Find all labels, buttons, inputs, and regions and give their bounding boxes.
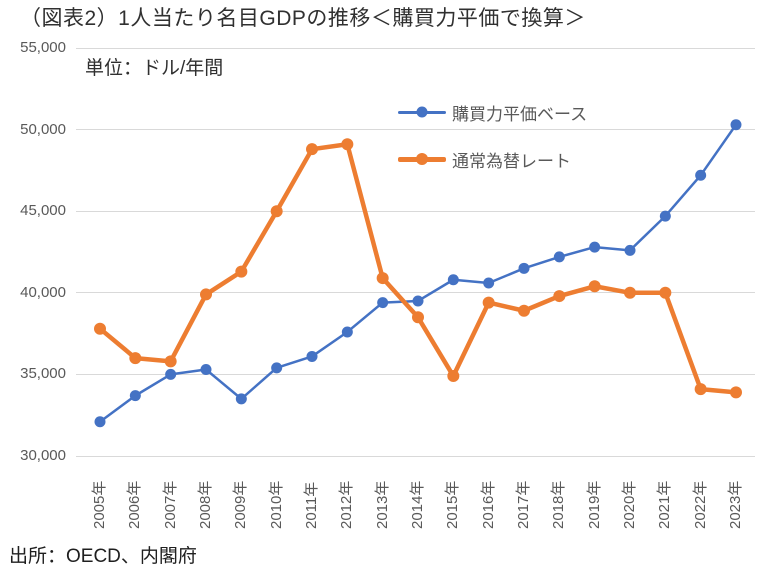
data-point <box>659 210 671 222</box>
data-point <box>165 368 177 380</box>
data-point <box>200 364 212 376</box>
data-point <box>483 277 495 289</box>
fx-line-swatch <box>398 153 446 165</box>
data-point <box>341 138 354 151</box>
data-point <box>200 288 212 301</box>
data-point <box>447 370 460 383</box>
gridline <box>76 292 755 294</box>
data-point <box>624 244 636 256</box>
data-point <box>624 286 636 299</box>
legend-item-fx: 通常為替レート <box>398 149 571 171</box>
data-point <box>164 355 177 368</box>
data-point <box>518 262 530 274</box>
data-point <box>412 295 424 307</box>
data-point <box>306 143 318 156</box>
gridline <box>76 129 755 131</box>
data-point <box>412 311 424 324</box>
data-point <box>447 274 459 286</box>
y-tick-label: 40,000 <box>20 283 66 301</box>
data-point <box>94 416 106 428</box>
chart-subtitle: 単位：ドル/年間 <box>85 58 224 79</box>
data-point <box>695 169 707 181</box>
gridline <box>76 373 755 375</box>
gridline <box>76 210 755 212</box>
series-line-1 <box>97 142 739 395</box>
data-point <box>518 304 530 317</box>
legend-label-fx: 通常為替レート <box>452 151 571 171</box>
data-point <box>694 383 707 396</box>
data-point <box>341 326 353 338</box>
data-point <box>271 362 283 374</box>
ppp-line-swatch <box>398 106 446 118</box>
data-point <box>482 296 495 309</box>
series-line-0 <box>98 123 738 423</box>
fx-marker-icon <box>416 153 428 165</box>
data-point <box>589 241 601 253</box>
legend-label-ppp: 購買力平価ベース <box>452 104 588 124</box>
data-point <box>659 286 672 299</box>
gridline <box>76 455 755 457</box>
data-point <box>553 290 566 303</box>
data-point <box>306 350 318 362</box>
data-point <box>94 322 106 335</box>
data-point <box>730 386 742 399</box>
source-note: 出所：OECD、内閣府 <box>9 546 197 567</box>
data-point <box>553 251 565 263</box>
data-point <box>730 119 742 131</box>
data-point <box>270 205 283 218</box>
data-point <box>129 352 142 365</box>
data-point <box>376 272 389 285</box>
data-point <box>377 297 389 309</box>
y-tick-label: 30,000 <box>20 447 66 464</box>
y-tick-label: 55,000 <box>20 39 66 56</box>
y-tick-label: 35,000 <box>20 365 66 383</box>
legend-item-ppp: 購買力平価ベース <box>398 102 588 124</box>
y-tick-label: 45,000 <box>20 202 66 220</box>
ppp-marker-icon <box>416 106 428 118</box>
gridline <box>76 47 755 49</box>
y-tick-label: 50,000 <box>20 120 66 138</box>
chart-title: （図表2）1人当たり名目GDPの推移＜購買力平価で換算＞ <box>20 7 586 30</box>
data-point <box>588 280 601 293</box>
data-point <box>129 390 141 402</box>
data-point <box>235 393 247 405</box>
data-point <box>235 265 248 278</box>
